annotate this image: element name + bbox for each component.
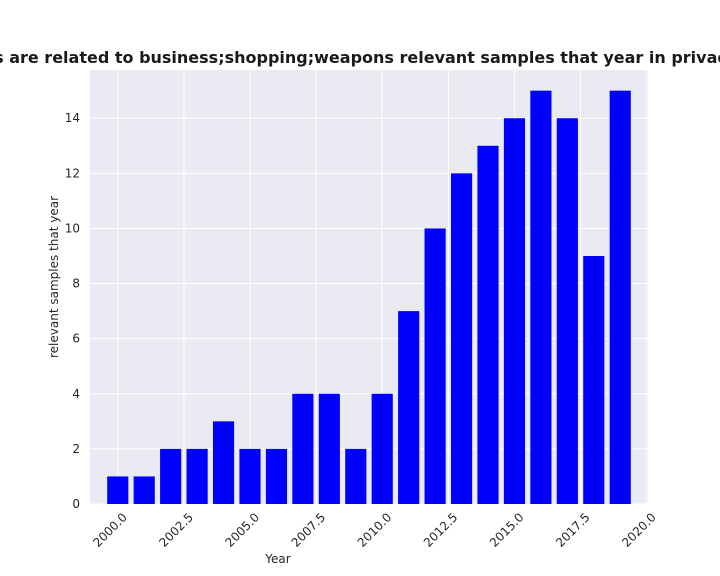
x-tick-label: 2010.0 [355,510,395,550]
bar-2003 [186,448,208,504]
grid-lines [90,70,648,505]
x-tick-label: 2012.5 [421,510,461,550]
bar-2006 [265,448,288,504]
chart-title: Categories are related to business;shopp… [0,48,720,67]
bar-2000 [107,476,129,504]
bar-2016 [530,90,552,505]
bar-2011 [398,311,420,504]
bar-2017 [556,118,578,504]
y-tick-label: 0 [72,497,80,511]
x-tick-label: 2017.5 [553,510,593,550]
bar-2015 [503,118,526,504]
bar-2004 [212,421,235,504]
x-tick-label: 2000.0 [90,510,130,550]
y-tick-label: 14 [65,111,80,125]
y-tick-label: 6 [72,332,80,346]
x-tick-label: 2015.0 [487,510,527,550]
y-tick-label: 10 [65,221,80,235]
bar-2014 [477,145,499,504]
y-tick-label: 12 [65,166,80,180]
bar-2001 [133,476,155,504]
bar-2002 [160,448,182,504]
bar-2008 [318,393,340,504]
x-tick-label: 2020.0 [619,510,659,550]
bar-2018 [583,256,605,504]
bar-2009 [345,448,367,504]
x-tick-label: 2005.0 [223,510,263,550]
bar-2007 [292,393,314,504]
x-axis-ticks: 2000.0 2002.5 2005.0 2007.5 2010.0 2012.5 2015… [90,510,659,550]
bar-2019 [609,90,631,505]
x-axis-label: Year [264,552,290,566]
x-tick-label: 2002.5 [156,510,196,550]
y-tick-label: 8 [72,277,80,291]
plot-area [90,70,648,504]
bar-2005 [239,448,261,504]
bar-2013 [450,173,473,505]
y-tick-label: 4 [72,387,80,401]
y-axis-label: relevant samples that year [47,196,61,358]
bar-2010 [371,393,393,504]
y-tick-label: 2 [72,442,80,456]
y-axis-ticks: 0 2 4 6 8 10 12 14 [65,111,80,511]
bar-2012 [424,228,446,504]
x-tick-label: 2007.5 [289,510,329,550]
bars [107,90,631,505]
